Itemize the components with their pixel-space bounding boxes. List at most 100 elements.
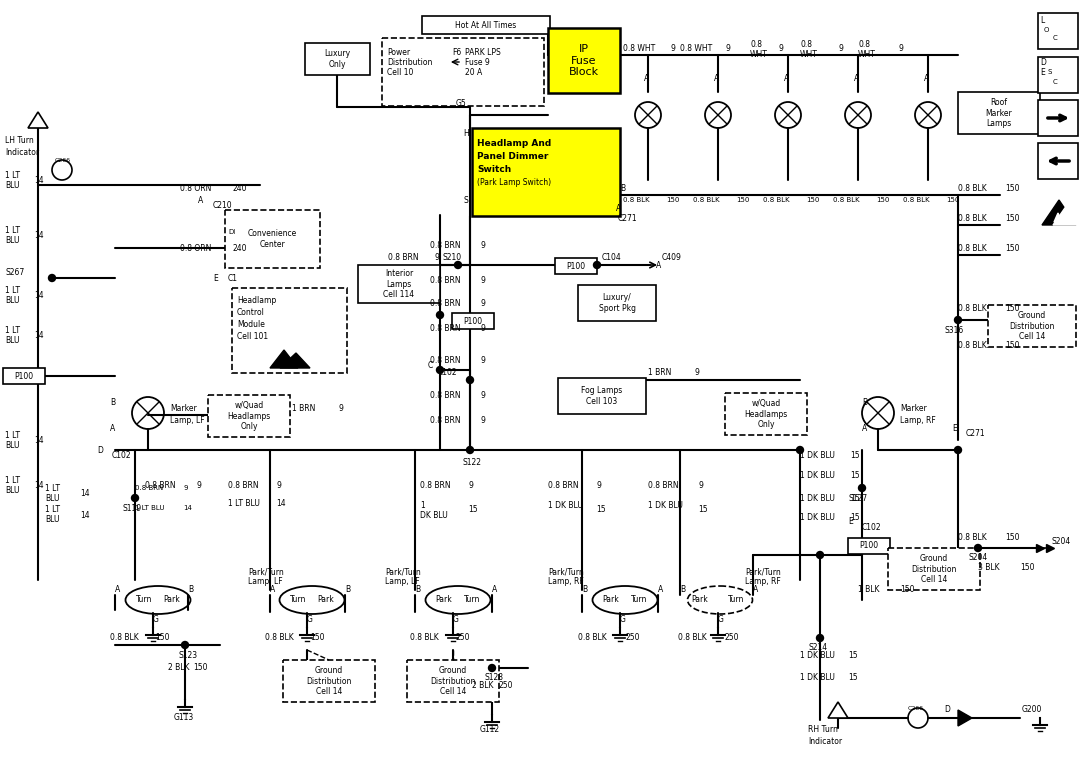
Text: A: A xyxy=(656,261,661,270)
Text: C104: C104 xyxy=(602,254,622,263)
Text: F6: F6 xyxy=(452,47,461,56)
Text: Park: Park xyxy=(691,595,709,604)
Text: Turn: Turn xyxy=(136,595,153,604)
Text: 20 A: 20 A xyxy=(465,67,483,77)
Text: A: A xyxy=(492,585,498,594)
Text: WHT: WHT xyxy=(750,49,768,59)
Text: BLU: BLU xyxy=(45,493,60,502)
Text: S210: S210 xyxy=(443,254,461,263)
Text: Turn: Turn xyxy=(464,595,480,604)
Text: 150: 150 xyxy=(1005,243,1019,253)
Circle shape xyxy=(975,544,981,551)
Text: B: B xyxy=(188,585,193,594)
Text: C266: C266 xyxy=(55,158,71,162)
Text: 9: 9 xyxy=(480,240,485,250)
Text: D: D xyxy=(944,706,950,714)
Circle shape xyxy=(817,551,823,559)
Text: 0.8 BLK: 0.8 BLK xyxy=(958,213,987,223)
Text: Headlamp: Headlamp xyxy=(237,295,276,305)
Text: C102: C102 xyxy=(438,367,458,376)
Text: 0.8 BLK: 0.8 BLK xyxy=(958,183,987,192)
Text: Power: Power xyxy=(387,47,410,56)
Text: Cell 101: Cell 101 xyxy=(237,332,268,340)
Text: LH Turn: LH Turn xyxy=(5,135,34,145)
Text: C210: C210 xyxy=(213,200,233,209)
Bar xyxy=(407,660,499,702)
Text: 0.8 BLK: 0.8 BLK xyxy=(265,634,293,642)
Text: 150: 150 xyxy=(1020,564,1034,573)
Text: Luxury/
Sport Pkg: Luxury/ Sport Pkg xyxy=(598,293,635,313)
Circle shape xyxy=(436,312,444,318)
Text: A: A xyxy=(616,203,621,213)
Text: 0.8: 0.8 xyxy=(800,39,812,49)
Text: E: E xyxy=(848,517,853,526)
Text: G: G xyxy=(307,615,313,625)
Text: 1 LT: 1 LT xyxy=(5,171,19,179)
Text: 0.8 BLK: 0.8 BLK xyxy=(110,634,138,642)
Text: O: O xyxy=(1044,27,1050,33)
Text: 0.8 BLK: 0.8 BLK xyxy=(763,197,790,203)
Text: 1 DK BLU: 1 DK BLU xyxy=(800,493,835,502)
Text: E: E xyxy=(952,424,956,433)
Text: Indicator: Indicator xyxy=(808,737,842,747)
Bar xyxy=(208,395,290,437)
Text: 0.8 BRN: 0.8 BRN xyxy=(388,254,419,263)
Text: 150: 150 xyxy=(946,197,960,203)
Text: 15: 15 xyxy=(850,451,859,459)
Text: 14: 14 xyxy=(183,505,192,511)
Text: 150: 150 xyxy=(1005,183,1019,192)
Text: 9: 9 xyxy=(698,481,703,489)
Text: Fog Lamps
Cell 103: Fog Lamps Cell 103 xyxy=(581,386,622,406)
Text: Hot At All Times: Hot At All Times xyxy=(456,21,516,29)
Text: B: B xyxy=(582,585,588,594)
Text: C102: C102 xyxy=(113,451,132,459)
Text: D: D xyxy=(97,445,103,455)
Text: 14: 14 xyxy=(34,331,43,339)
Text: 9: 9 xyxy=(276,481,281,489)
Text: Lamp, RF: Lamp, RF xyxy=(547,577,584,587)
Text: S127: S127 xyxy=(848,493,867,502)
Text: 0.8 WHT: 0.8 WHT xyxy=(679,43,712,53)
Text: Park: Park xyxy=(318,595,334,604)
Circle shape xyxy=(594,261,601,268)
Text: 1 DK BLU: 1 DK BLU xyxy=(648,500,683,509)
Text: S267: S267 xyxy=(5,267,24,277)
Text: WHT: WHT xyxy=(800,49,818,59)
Text: C409: C409 xyxy=(662,254,682,263)
Bar xyxy=(232,288,347,373)
Polygon shape xyxy=(1042,200,1076,225)
Text: BLU: BLU xyxy=(5,335,19,345)
Text: 14: 14 xyxy=(34,230,43,240)
Text: 0.8 BLK: 0.8 BLK xyxy=(678,634,707,642)
Text: 14: 14 xyxy=(34,291,43,299)
Text: 9: 9 xyxy=(338,404,343,413)
Text: 1 BRN: 1 BRN xyxy=(648,367,671,376)
Text: BLU: BLU xyxy=(5,485,19,495)
Text: A: A xyxy=(270,585,275,594)
Text: G5: G5 xyxy=(456,98,466,107)
Text: S204: S204 xyxy=(968,553,987,563)
Bar xyxy=(988,305,1076,347)
Text: 0.8 BRN: 0.8 BRN xyxy=(648,481,678,489)
Text: Ground
Distribution
Cell 14: Ground Distribution Cell 14 xyxy=(431,666,476,696)
Text: 1 LT: 1 LT xyxy=(45,483,60,492)
Text: Park/Turn: Park/Turn xyxy=(547,567,584,577)
Text: 240: 240 xyxy=(232,183,247,192)
Text: Cell 10: Cell 10 xyxy=(387,67,413,77)
Text: 0.8 BLK: 0.8 BLK xyxy=(958,304,987,312)
Text: E: E xyxy=(1040,67,1045,77)
Bar xyxy=(578,285,656,321)
Circle shape xyxy=(954,316,962,323)
Text: 1 DK BLU: 1 DK BLU xyxy=(800,513,835,523)
Text: 9: 9 xyxy=(480,323,485,332)
Text: 1 LT: 1 LT xyxy=(5,325,19,335)
Polygon shape xyxy=(270,350,298,368)
Text: G: G xyxy=(453,615,459,625)
Bar xyxy=(888,548,980,590)
Text: Roof
Marker
Lamps: Roof Marker Lamps xyxy=(986,98,1013,128)
Text: Ground
Distribution
Cell 14: Ground Distribution Cell 14 xyxy=(911,554,956,584)
Text: G113: G113 xyxy=(174,713,195,723)
Text: 9: 9 xyxy=(480,390,485,400)
Text: DK BLU: DK BLU xyxy=(420,510,448,519)
Text: B: B xyxy=(110,397,115,407)
